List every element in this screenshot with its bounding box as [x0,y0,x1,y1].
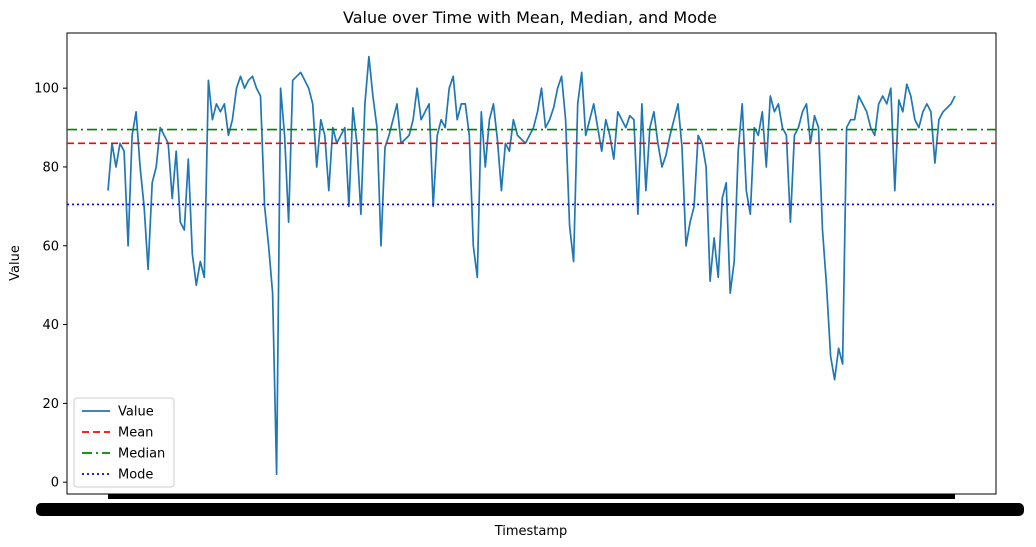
legend-label-value: Value [118,405,154,420]
y-tick-label: 60 [42,239,59,254]
y-axis-ticks: 0 20 40 60 80 100 [34,82,67,491]
legend-label-mode: Mode [118,468,153,483]
legend-label-mean: Mean [118,426,153,441]
series-line-value [107,55,956,476]
x-tick-labels-overlap-band [36,503,1024,516]
y-tick-label: 0 [51,476,59,491]
chart-title: Value over Time with Mean, Median, and M… [343,8,717,27]
legend-label-median: Median [118,447,165,462]
y-tick-label: 80 [42,160,59,175]
y-tick-label: 20 [42,397,59,412]
x-axis-ticks [36,494,1024,516]
x-tick-marks-band [108,494,955,499]
legend: Value Mean Median Mode [73,397,175,488]
x-axis-label: Timestamp [494,524,568,539]
series-layer [107,55,956,476]
y-tick-label: 100 [34,82,59,97]
y-axis-label: Value [8,245,23,281]
legend-box [73,397,175,488]
reference-lines [67,128,996,206]
y-tick-label: 40 [42,318,59,333]
